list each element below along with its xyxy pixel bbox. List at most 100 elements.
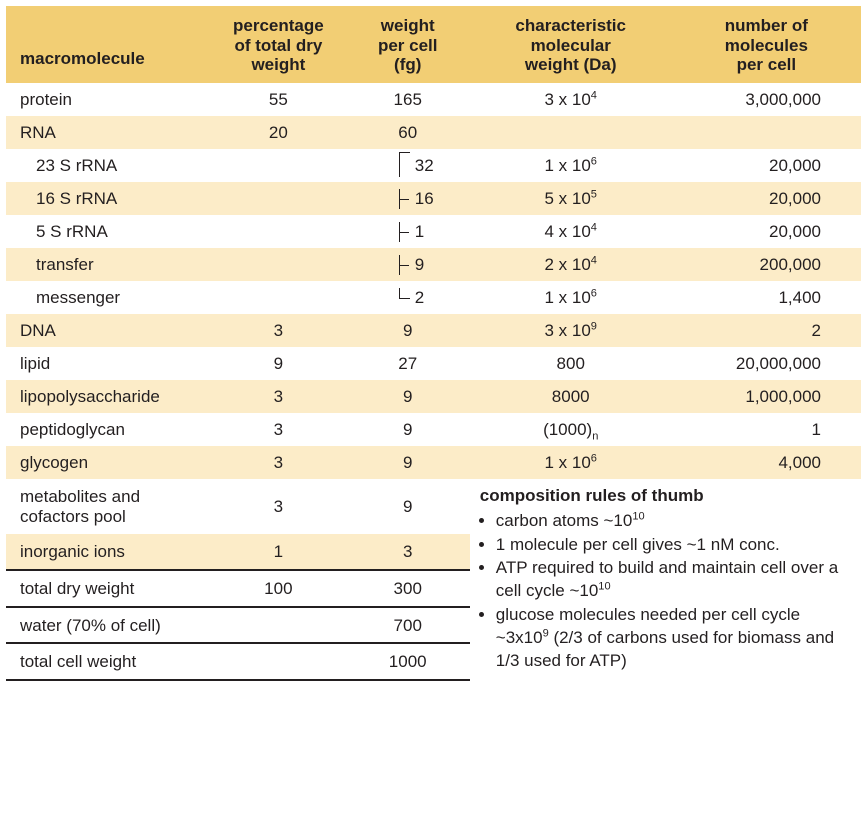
notes-item: glucose molecules needed per cell cycle … xyxy=(496,604,851,673)
cell-mw: 3 x 104 xyxy=(470,83,672,116)
cell-weight: 9 xyxy=(346,413,470,446)
cell-weight: 1000 xyxy=(346,643,470,680)
cell-count: 200,000 xyxy=(672,248,861,281)
table-row: DNA393 x 1092 xyxy=(6,314,861,347)
table-row: metabolites andcofactors pool39 compositi… xyxy=(6,479,861,535)
table-row: glycogen391 x 1064,000 xyxy=(6,446,861,479)
cell-pct xyxy=(211,248,346,281)
cell-mw: 1 x 106 xyxy=(470,281,672,314)
macromolecule-table: macromolecule percentageof total dryweig… xyxy=(6,6,861,681)
cell-weight: 9 xyxy=(346,248,470,281)
cell-count: 1,000,000 xyxy=(672,380,861,413)
cell-count: 1 xyxy=(672,413,861,446)
cell-pct: 9 xyxy=(211,347,346,380)
cell-mw: 8000 xyxy=(470,380,672,413)
cell-count: 20,000 xyxy=(672,215,861,248)
cell-mw xyxy=(470,116,672,149)
cell-weight: 1 xyxy=(346,215,470,248)
table-row: transfer 92 x 104200,000 xyxy=(6,248,861,281)
cell-weight: 9 xyxy=(346,314,470,347)
cell-weight: 9 xyxy=(346,380,470,413)
notes-item: carbon atoms ~1010 xyxy=(496,510,851,533)
cell-count: 20,000,000 xyxy=(672,347,861,380)
cell-name: glycogen xyxy=(6,446,211,479)
cell-name: total dry weight xyxy=(6,570,211,607)
cell-pct: 55 xyxy=(211,83,346,116)
cell-count: 20,000 xyxy=(672,182,861,215)
cell-weight: 27 xyxy=(346,347,470,380)
cell-name: peptidoglycan xyxy=(6,413,211,446)
header-count: number ofmoleculesper cell xyxy=(672,6,861,83)
cell-weight: 2 xyxy=(346,281,470,314)
header-weight: weightper cell(fg) xyxy=(346,6,470,83)
cell-pct xyxy=(211,182,346,215)
cell-name: metabolites andcofactors pool xyxy=(6,479,211,535)
cell-name: water (70% of cell) xyxy=(6,607,211,644)
cell-name: total cell weight xyxy=(6,643,211,680)
cell-name: 5 S rRNA xyxy=(6,215,211,248)
cell-name: inorganic ions xyxy=(6,534,211,570)
cell-name: lipid xyxy=(6,347,211,380)
cell-pct: 3 xyxy=(211,479,346,535)
composition-notes: composition rules of thumbcarbon atoms ~… xyxy=(470,479,861,681)
cell-pct xyxy=(211,149,346,182)
table-row: lipid92780020,000,000 xyxy=(6,347,861,380)
table-row: lipopolysaccharide3980001,000,000 xyxy=(6,380,861,413)
header-pct: percentageof total dryweight xyxy=(211,6,346,83)
cell-pct: 3 xyxy=(211,380,346,413)
cell-weight: 165 xyxy=(346,83,470,116)
header-mw: characteristicmolecularweight (Da) xyxy=(470,6,672,83)
cell-weight: 9 xyxy=(346,446,470,479)
cell-pct: 3 xyxy=(211,446,346,479)
cell-mw: 5 x 105 xyxy=(470,182,672,215)
cell-pct: 1 xyxy=(211,534,346,570)
cell-mw: 4 x 104 xyxy=(470,215,672,248)
cell-name: lipopolysaccharide xyxy=(6,380,211,413)
cell-count: 3,000,000 xyxy=(672,83,861,116)
notes-title: composition rules of thumb xyxy=(480,485,851,508)
notes-item: ATP required to build and maintain cell … xyxy=(496,557,851,603)
table-row: RNA2060 xyxy=(6,116,861,149)
cell-pct xyxy=(211,215,346,248)
cell-pct: 3 xyxy=(211,314,346,347)
cell-mw: 1 x 106 xyxy=(470,446,672,479)
notes-item: 1 molecule per cell gives ~1 nM conc. xyxy=(496,534,851,557)
cell-mw: 2 x 104 xyxy=(470,248,672,281)
cell-count: 20,000 xyxy=(672,149,861,182)
cell-name: messenger xyxy=(6,281,211,314)
cell-count: 2 xyxy=(672,314,861,347)
cell-mw: 800 xyxy=(470,347,672,380)
table-row: 5 S rRNA 14 x 10420,000 xyxy=(6,215,861,248)
header-macromolecule: macromolecule xyxy=(6,6,211,83)
cell-count: 1,400 xyxy=(672,281,861,314)
cell-pct: 20 xyxy=(211,116,346,149)
cell-weight: 3 xyxy=(346,534,470,570)
header-row: macromolecule percentageof total dryweig… xyxy=(6,6,861,83)
cell-mw: 3 x 109 xyxy=(470,314,672,347)
cell-name: 16 S rRNA xyxy=(6,182,211,215)
table-row: protein551653 x 1043,000,000 xyxy=(6,83,861,116)
cell-count xyxy=(672,116,861,149)
cell-pct xyxy=(211,281,346,314)
cell-name: 23 S rRNA xyxy=(6,149,211,182)
cell-pct: 100 xyxy=(211,570,346,607)
cell-weight: 16 xyxy=(346,182,470,215)
cell-name: protein xyxy=(6,83,211,116)
cell-name: RNA xyxy=(6,116,211,149)
cell-pct xyxy=(211,643,346,680)
table-row: 16 S rRNA 165 x 10520,000 xyxy=(6,182,861,215)
cell-weight: 300 xyxy=(346,570,470,607)
cell-weight: 60 xyxy=(346,116,470,149)
cell-weight: 32 xyxy=(346,149,470,182)
table-row: messenger 21 x 1061,400 xyxy=(6,281,861,314)
table-row: peptidoglycan39(1000)n1 xyxy=(6,413,861,446)
cell-weight: 9 xyxy=(346,479,470,535)
cell-name: transfer xyxy=(6,248,211,281)
cell-count: 4,000 xyxy=(672,446,861,479)
table-row: 23 S rRNA 321 x 10620,000 xyxy=(6,149,861,182)
cell-pct xyxy=(211,607,346,644)
cell-weight: 700 xyxy=(346,607,470,644)
cell-mw: (1000)n xyxy=(470,413,672,446)
cell-pct: 3 xyxy=(211,413,346,446)
cell-mw: 1 x 106 xyxy=(470,149,672,182)
